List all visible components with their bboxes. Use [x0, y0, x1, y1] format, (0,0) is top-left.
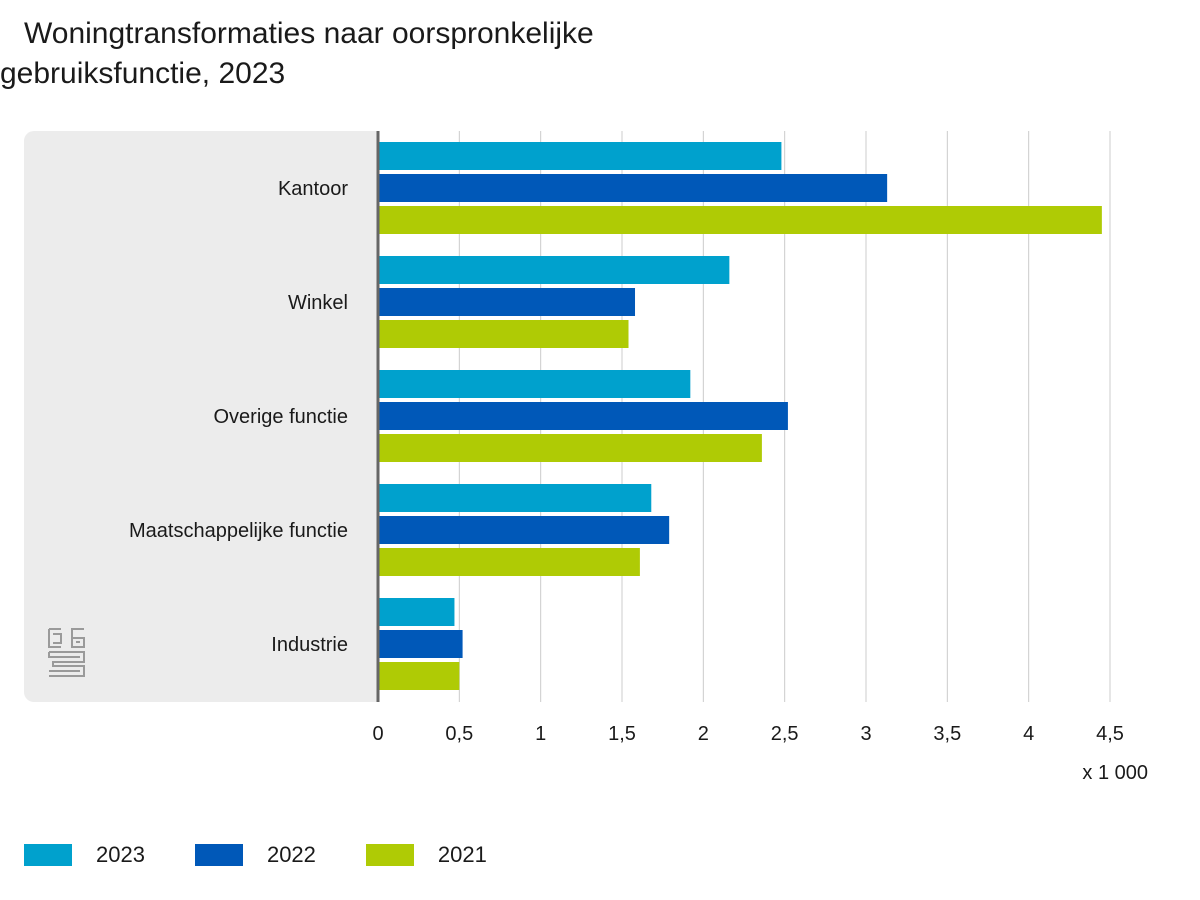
x-tick-label: 0 [372, 723, 383, 745]
bar-2023 [378, 598, 455, 626]
x-tick-label: 4,5 [1096, 723, 1124, 745]
legend-swatch-2023 [24, 844, 72, 866]
x-tick-label: 2 [698, 723, 709, 745]
category-label: Maatschappelijke functie [129, 520, 348, 542]
x-tick-label: 2,5 [771, 723, 799, 745]
x-tick-label: 4 [1023, 723, 1034, 745]
x-tick-label: 3,5 [933, 723, 961, 745]
x-tick-label: 1,5 [608, 723, 636, 745]
legend-label-2021: 2021 [437, 842, 487, 867]
legend-item-2021: 2021 [365, 842, 487, 868]
legend-item-2023: 2023 [24, 842, 145, 868]
legend-label-2022: 2022 [266, 842, 316, 867]
bar-2021 [378, 206, 1102, 234]
bar-2021 [378, 548, 640, 576]
bar-2021 [378, 662, 460, 690]
bar-2022 [378, 288, 636, 316]
legend-label-2023: 2023 [96, 842, 145, 867]
x-axis-unit-label: x 1 000 [1082, 762, 1148, 784]
chart-title-line1: Woningtransformaties naar oorspronkelijk… [24, 17, 594, 50]
x-tick-label: 0,5 [445, 723, 473, 745]
bar-2022 [378, 630, 463, 658]
category-label: Industrie [271, 634, 348, 656]
x-tick-label: 1 [535, 723, 546, 745]
legend-item-2022: 2022 [194, 842, 316, 868]
chart-title: Woningtransformaties naar oorspronkelijk… [0, 14, 760, 94]
bar-2023 [378, 256, 730, 284]
bar-2021 [378, 434, 762, 462]
legend-swatch-2022 [194, 844, 243, 866]
bar-2023 [378, 142, 782, 170]
cbs-logo-icon [48, 628, 85, 677]
bar-2023 [378, 370, 691, 398]
category-label: Kantoor [278, 178, 348, 200]
x-tick-label: 3 [860, 723, 871, 745]
category-label: Winkel [288, 292, 348, 314]
bar-2022 [378, 174, 888, 202]
bar-2022 [378, 516, 670, 544]
chart-title-line2: gebruiksfunctie, 2023 [0, 57, 286, 90]
legend-swatch-2021 [365, 844, 414, 866]
bar-2023 [378, 484, 652, 512]
category-label: Overige functie [213, 406, 348, 428]
bar-2022 [378, 402, 788, 430]
bar-2021 [378, 320, 629, 348]
category-panel-fill [34, 131, 378, 702]
legend: 2023 2022 2021 [24, 842, 537, 868]
